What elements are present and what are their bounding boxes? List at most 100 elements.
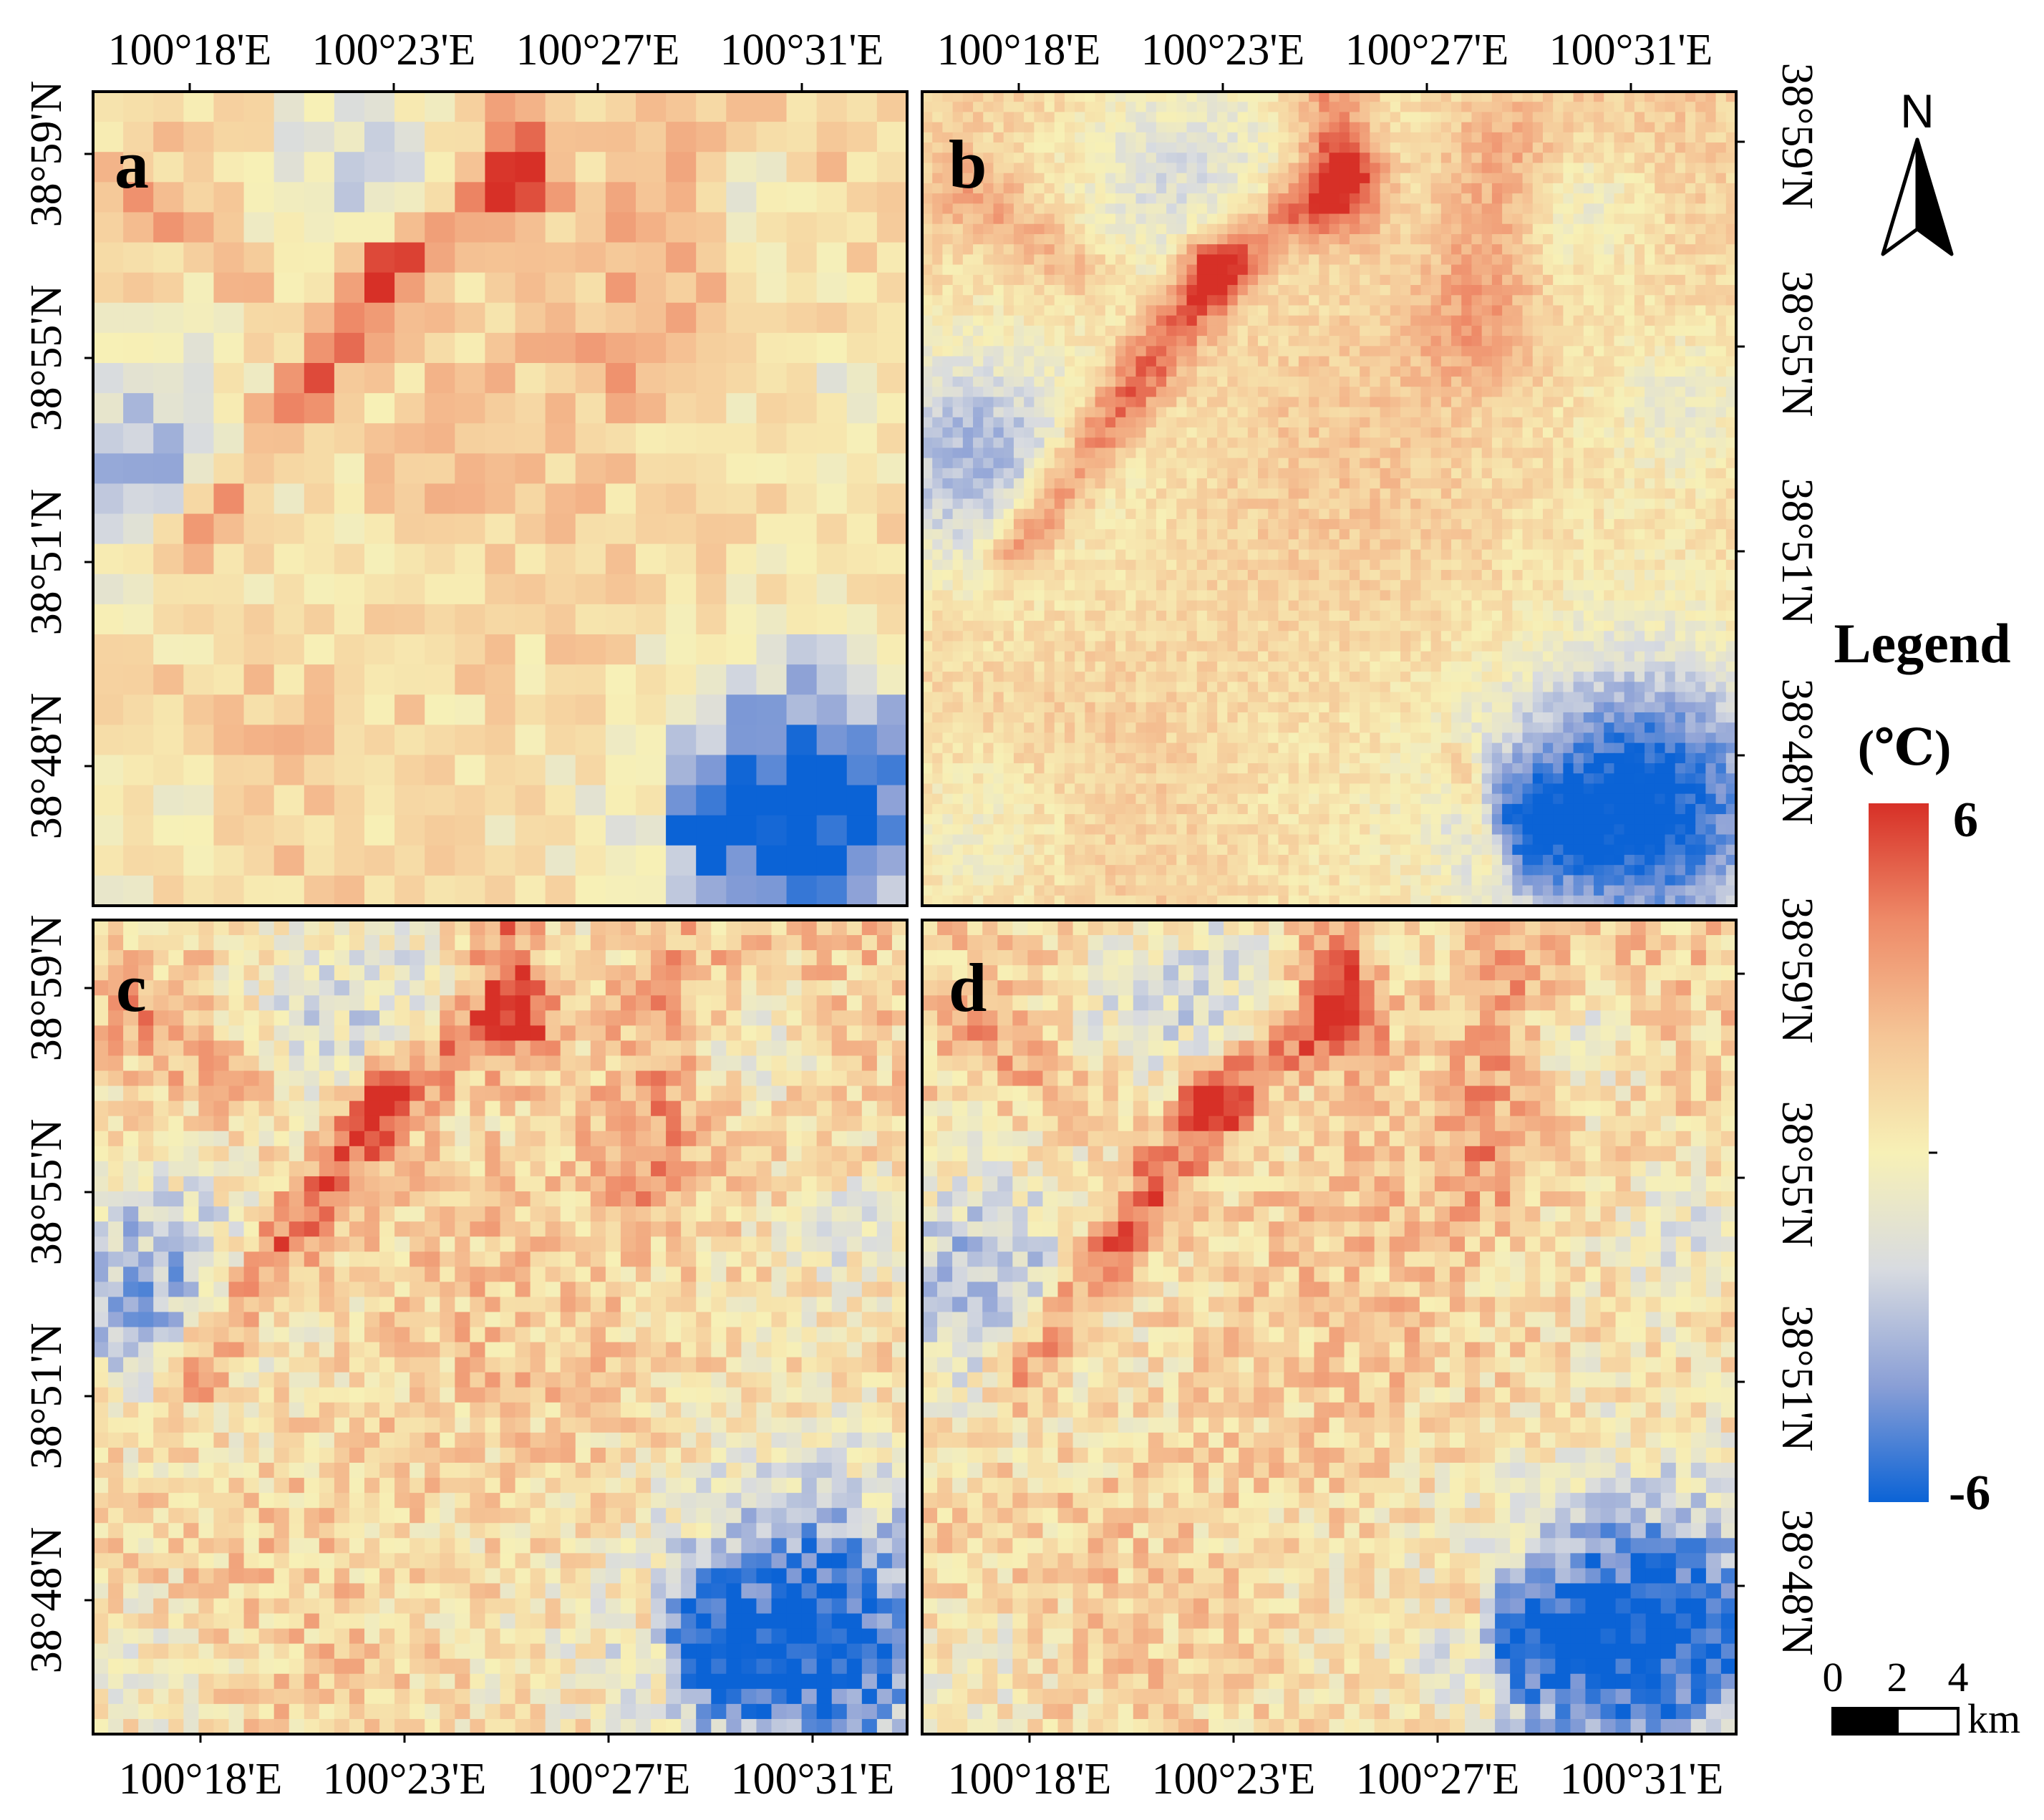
raster-cell-b <box>1461 488 1473 500</box>
raster-cell-b <box>1624 346 1635 357</box>
raster-cell-b <box>1634 325 1645 337</box>
raster-cell-b <box>1655 142 1666 153</box>
raster-cell-b <box>1502 366 1513 377</box>
raster-cell-b <box>1614 336 1625 347</box>
raster-cell-b <box>1278 488 1289 500</box>
raster-cell-b <box>1614 142 1625 153</box>
raster-cell-b <box>1440 478 1452 489</box>
raster-cell-a <box>183 634 215 665</box>
raster-cell-b <box>1685 203 1696 215</box>
raster-cell-a <box>123 634 154 665</box>
raster-cell-b <box>1705 508 1717 520</box>
raster-cell-b <box>1725 163 1737 174</box>
raster-cell-b <box>1695 336 1706 347</box>
raster-cell-b <box>1298 264 1309 276</box>
raster-cell-a <box>485 423 516 454</box>
raster-cell-b <box>1481 346 1493 357</box>
raster-cell-b <box>1502 153 1513 164</box>
raster-cell-b <box>1217 153 1228 164</box>
raster-cell-a <box>545 92 576 122</box>
raster-cell-b <box>1125 92 1137 102</box>
raster-cell-b <box>1145 264 1157 276</box>
raster-cell-b <box>1013 193 1025 204</box>
raster-cell-b <box>1665 325 1676 337</box>
raster-cell-b <box>932 142 944 153</box>
raster-cell-b <box>1400 295 1411 306</box>
raster-cell-b <box>1594 295 1604 306</box>
raster-cell-b <box>1268 244 1279 255</box>
raster-cell-b <box>1085 397 1096 408</box>
raster-cell-b <box>1329 132 1340 143</box>
raster-cell-b <box>1105 163 1116 174</box>
raster-cell-b <box>1319 458 1330 469</box>
raster-cell-b <box>1440 92 1452 102</box>
raster-cell-a <box>876 393 908 424</box>
raster-cell-b <box>1614 274 1625 286</box>
raster-cell-b <box>1298 244 1309 255</box>
raster-cell-b <box>1370 336 1381 347</box>
raster-cell-b <box>1064 376 1075 387</box>
raster-cell-b <box>1329 437 1340 449</box>
raster-cell-a <box>605 122 636 153</box>
raster-cell-b <box>1522 488 1534 500</box>
raster-cell-b <box>1288 305 1299 316</box>
raster-cell-b <box>1135 285 1147 296</box>
raster-cell-a <box>726 573 757 605</box>
raster-cell-a <box>93 513 124 545</box>
raster-cell-a <box>425 815 455 846</box>
raster-cell-b <box>1451 529 1462 540</box>
raster-cell-b <box>1491 233 1503 245</box>
raster-cell-b <box>1685 488 1696 500</box>
raster-cell-b <box>1217 356 1228 367</box>
raster-cell-b <box>1206 264 1218 276</box>
raster-cell-b <box>1604 356 1615 367</box>
raster-cell-b <box>1176 580 1188 591</box>
raster-cell-b <box>1054 407 1065 418</box>
raster-cell-a <box>515 332 546 364</box>
raster-cell-b <box>1054 458 1065 469</box>
raster-cell-a <box>666 212 697 243</box>
raster-cell-a <box>605 242 636 274</box>
raster-cell-a <box>425 242 455 274</box>
raster-cell-b <box>1319 447 1330 459</box>
raster-cell-b <box>1563 508 1574 520</box>
raster-cell-b <box>973 193 984 204</box>
raster-cell-b <box>993 102 1004 113</box>
raster-cell-b <box>922 417 933 428</box>
raster-cell-b <box>1553 132 1564 143</box>
raster-cell-b <box>1105 387 1116 397</box>
raster-cell-b <box>1349 153 1360 164</box>
raster-cell-b <box>1645 458 1655 469</box>
raster-cell-b <box>1380 254 1391 266</box>
raster-cell-a <box>213 573 245 605</box>
raster-cell-b <box>1471 559 1483 571</box>
raster-cell-b <box>1685 346 1696 357</box>
raster-cell-b <box>1400 397 1411 408</box>
raster-cell-b <box>1054 274 1065 286</box>
raster-cell-b <box>1705 112 1717 123</box>
raster-cell-b <box>993 468 1004 479</box>
raster-cell-b <box>1502 610 1513 621</box>
raster-cell-b <box>1400 437 1411 449</box>
raster-cell-b <box>1176 468 1188 479</box>
raster-cell-b <box>1665 478 1676 489</box>
raster-cell-b <box>1655 610 1666 621</box>
raster-cell-a <box>756 845 788 876</box>
raster-cell-b <box>1542 498 1554 510</box>
raster-cell-b <box>1166 264 1177 276</box>
raster-cell-b <box>1247 315 1259 326</box>
raster-cell-b <box>1624 417 1635 428</box>
raster-cell-b <box>1206 305 1218 316</box>
raster-cell-b <box>973 447 984 459</box>
raster-cell-b <box>1634 397 1645 408</box>
raster-cell-a <box>425 483 455 515</box>
raster-cell-b <box>1339 397 1350 408</box>
raster-cell-b <box>1451 295 1462 306</box>
raster-cell-b <box>1319 387 1330 397</box>
raster-cell-b <box>1166 102 1177 113</box>
raster-cell-b <box>1685 407 1696 418</box>
raster-cell-b <box>1430 529 1442 540</box>
raster-cell-b <box>1685 193 1696 204</box>
raster-cell-b <box>1553 193 1564 204</box>
raster-cell-a <box>575 513 606 545</box>
